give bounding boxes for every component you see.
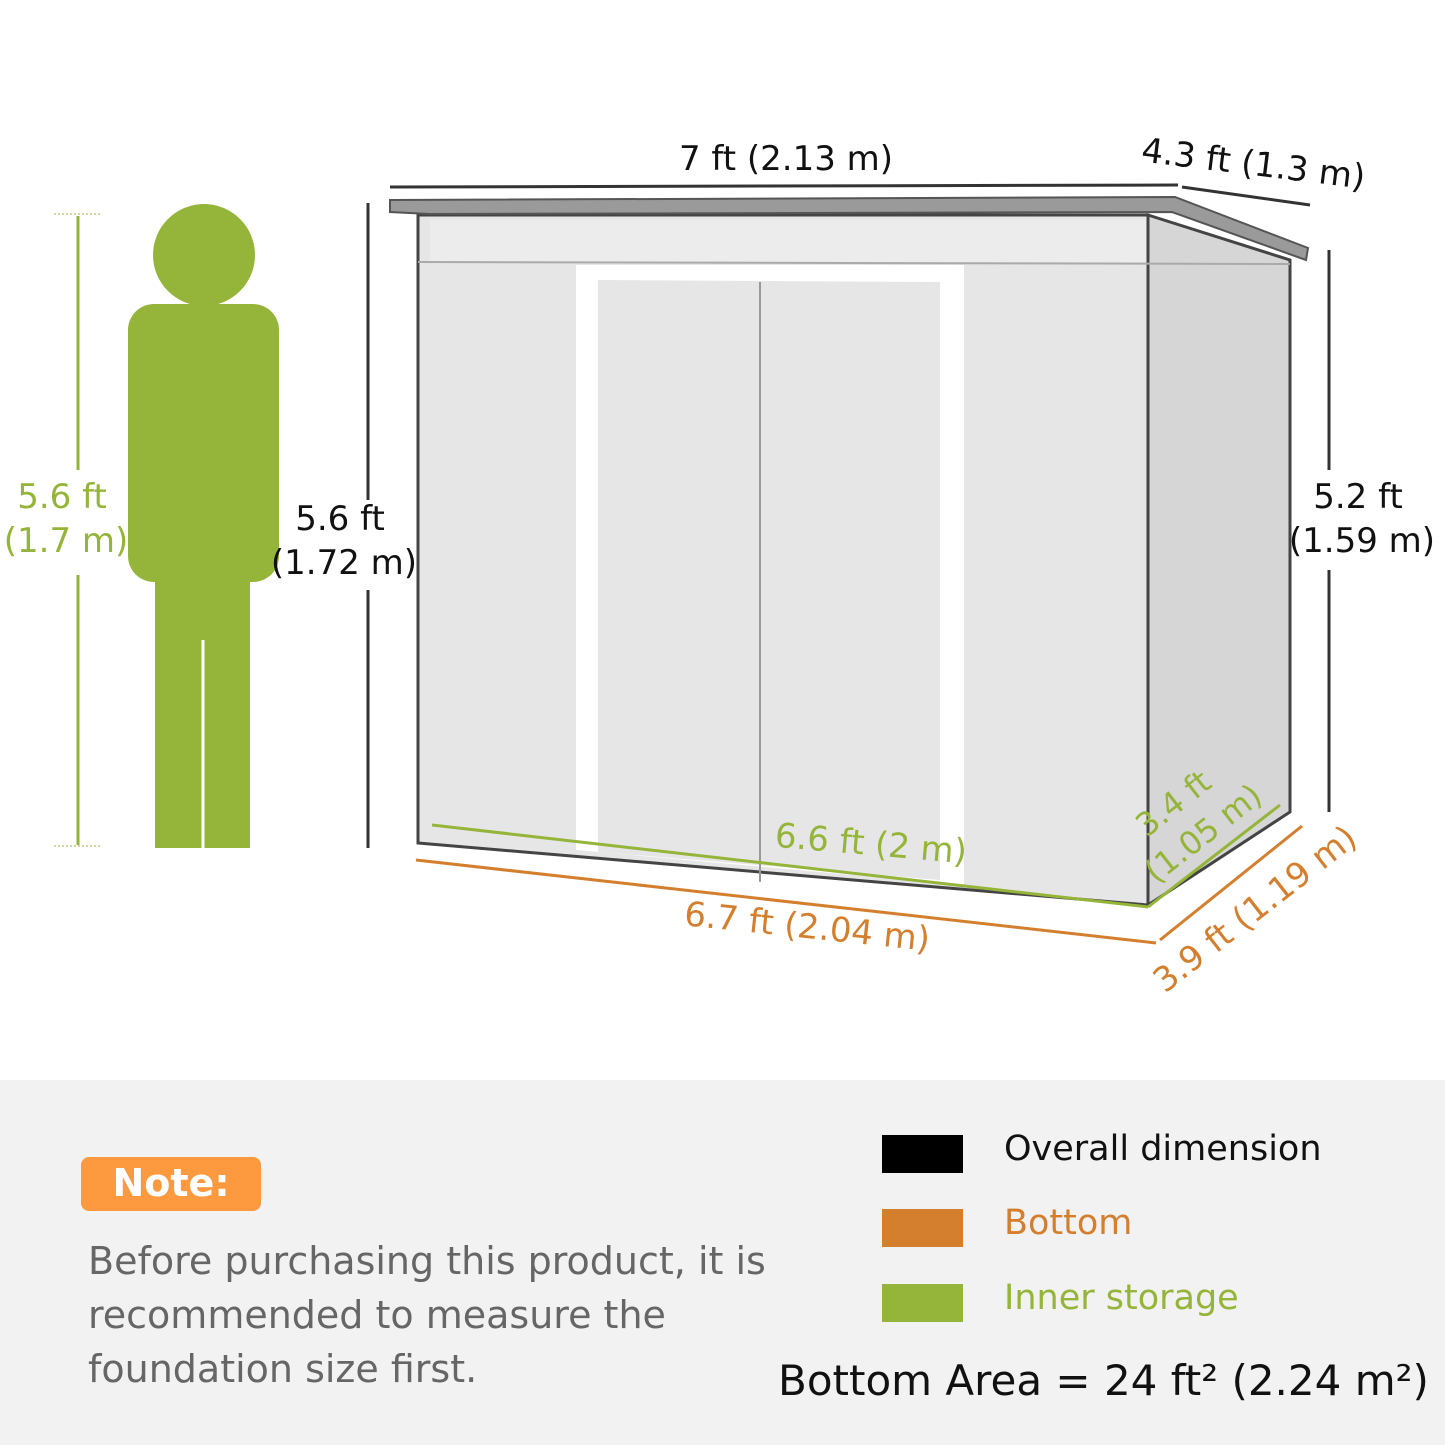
inner-storage-lines xyxy=(431,803,1281,909)
overall-width-label: 7 ft (2.13 m) xyxy=(679,139,893,179)
shed-dimension-diagram: 5.6 ft (1.7 m) 7 ft (2.13 m) 4.3 ft (1.3… xyxy=(4,131,1435,1001)
legend-swatch-overall xyxy=(882,1135,963,1173)
note-badge: Note: xyxy=(81,1157,261,1211)
legend-label: Bottom xyxy=(1004,1203,1133,1243)
info-panel xyxy=(0,1080,1445,1445)
overall-dimension-lines xyxy=(366,183,1331,848)
person-silhouette xyxy=(128,204,279,848)
legend-swatch-inner xyxy=(882,1284,963,1322)
overall-depth-label: 4.3 ft (1.3 m) xyxy=(1139,131,1367,198)
bottom-area: Bottom Area = 24 ft² (2.24 m²) xyxy=(778,1356,1429,1405)
shed-illustration xyxy=(389,195,1310,908)
person-height-m: (1.7 m) xyxy=(4,521,129,561)
front-height-m: (1.72 m) xyxy=(271,543,417,583)
bottom-dimension-lines xyxy=(415,824,1303,945)
person-height-line xyxy=(54,213,100,847)
note-text: Before purchasing this product, it is re… xyxy=(88,1239,766,1391)
legend-label: Inner storage xyxy=(1004,1278,1239,1318)
back-height-ft: 5.2 ft xyxy=(1313,477,1403,517)
person-height-ft: 5.6 ft xyxy=(17,477,107,517)
legend-label: Overall dimension xyxy=(1004,1129,1322,1169)
legend-swatch-bottom xyxy=(882,1209,963,1247)
front-height-ft: 5.6 ft xyxy=(295,499,385,539)
back-height-m: (1.59 m) xyxy=(1289,521,1435,561)
